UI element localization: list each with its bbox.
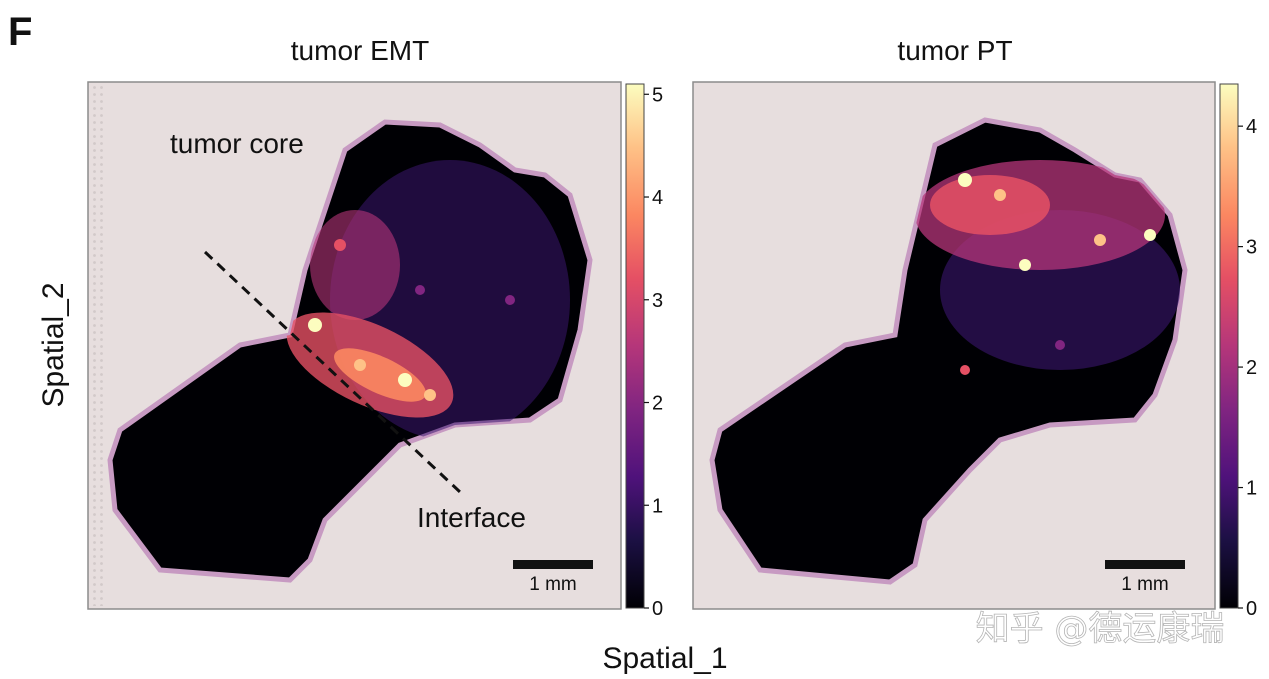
spot-overlays <box>286 160 570 440</box>
spot-mid <box>505 295 515 305</box>
colorbar-tick-label: 4 <box>652 187 663 209</box>
spot-bright <box>994 189 1006 201</box>
annotation-interface: Interface <box>417 502 526 533</box>
panel-title: tumor PT <box>897 35 1012 66</box>
scale-bar <box>1105 560 1185 569</box>
spot-bright <box>398 373 412 387</box>
interface-dashed-line <box>203 250 462 494</box>
spot-bright <box>1144 229 1156 241</box>
spot-mid <box>415 285 425 295</box>
spot-bright <box>354 359 366 371</box>
colorbar-ticks: 0 1 2 3 4 <box>1238 116 1257 620</box>
y-axis-label: Spatial_2 <box>37 282 70 407</box>
spot-mid <box>1055 340 1065 350</box>
colorbar <box>1219 83 1239 609</box>
scale-bar <box>513 560 593 569</box>
spot-bright <box>308 318 322 332</box>
panel-title: tumor EMT <box>291 35 429 66</box>
colorbar-tick-label: 0 <box>1246 598 1257 620</box>
colorbar <box>625 83 645 609</box>
annotation-tumor-core: tumor core <box>170 128 304 159</box>
colorbar-tick-label: 4 <box>1246 116 1257 138</box>
colorbar-tick-label: 5 <box>652 84 663 106</box>
colorbar-ticks: 0 1 2 3 4 5 <box>644 84 663 620</box>
fiducial-dot-column <box>91 86 105 606</box>
scale-bar-label: 1 mm <box>1121 574 1169 595</box>
spot-mid <box>960 365 970 375</box>
spot-cluster-hot <box>930 175 1050 235</box>
colorbar-tick-label: 3 <box>1246 237 1257 259</box>
spot-overlays <box>915 160 1180 375</box>
spot-mid <box>334 239 346 251</box>
panel-tumor-pt: tumor PT 1 mm 0 1 2 3 4 <box>692 35 1257 620</box>
colorbar-tick-label: 1 <box>1246 478 1257 500</box>
colorbar-tick-label: 1 <box>652 495 663 517</box>
spot-bright <box>1094 234 1106 246</box>
panel-letter: F <box>8 10 32 54</box>
colorbar-tick-label: 0 <box>652 598 663 620</box>
spot-bright <box>424 389 436 401</box>
colorbar-tick-label: 3 <box>652 290 663 312</box>
x-axis-label: Spatial_1 <box>602 642 727 675</box>
watermark: 知乎 @德运康瑞 <box>976 609 1225 649</box>
colorbar-tick-label: 2 <box>1246 357 1257 379</box>
colorbar-tick-label: 2 <box>652 393 663 415</box>
panel-tumor-emt: tumor EMT tumor core Interface 1 mm 0 1 2 3… <box>87 35 663 620</box>
scale-bar-label: 1 mm <box>529 574 577 595</box>
spot-bright <box>958 173 972 187</box>
spot-bright <box>1019 259 1031 271</box>
spot-cluster-mid <box>310 210 400 320</box>
